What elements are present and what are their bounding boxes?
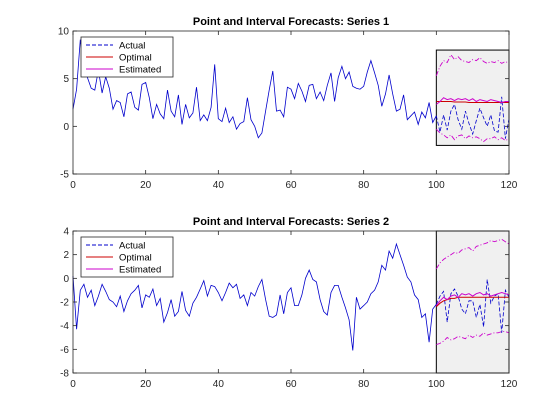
x-tick-label: 20	[140, 379, 152, 390]
series-line-estimated-bound	[435, 238, 510, 270]
series-line-estimated	[435, 97, 509, 105]
x-tick-label: 40	[213, 180, 225, 191]
y-tick-label: 4	[63, 227, 69, 238]
y-tick-label: -4	[60, 321, 69, 332]
series-line-actual-history	[72, 39, 437, 139]
x-tick-label: 60	[285, 180, 297, 191]
x-tick-label: 60	[285, 379, 297, 390]
x-tick-label: 20	[140, 180, 152, 191]
x-tick-label: 0	[70, 180, 76, 191]
y-tick-label: 2	[63, 250, 69, 261]
x-tick-label: 80	[358, 379, 370, 390]
chart-series-1: Point and Interval Forecasts: Series 1 0…	[58, 16, 518, 191]
legend-label: Estimated	[119, 265, 161, 276]
y-tick-label: -8	[60, 369, 69, 380]
series-line-estimated-bound	[436, 331, 510, 346]
series-line-estimated	[435, 291, 510, 306]
y-tick-label: -6	[60, 345, 69, 356]
x-tick-label: 120	[501, 379, 518, 390]
legend-label: Actual	[119, 41, 145, 52]
series-line-actual-forecast	[435, 96, 510, 139]
y-tick-label: -5	[60, 170, 69, 181]
x-tick-label: 0	[70, 379, 76, 390]
legend-label: Actual	[119, 241, 145, 252]
x-tick-label: 100	[428, 180, 445, 191]
legend-label: Optimal	[119, 53, 152, 64]
y-tick-label: 10	[58, 27, 70, 38]
x-tick-label: 80	[358, 180, 370, 191]
series-line-optimal	[436, 101, 509, 103]
x-tick-label: 100	[428, 379, 445, 390]
legend-label: Optimal	[119, 253, 152, 264]
chart-title: Point and Interval Forecasts: Series 1	[193, 16, 389, 28]
y-tick-label: -2	[60, 298, 69, 309]
series-line-estimated-bound	[435, 53, 510, 76]
y-tick-label: 0	[63, 274, 69, 285]
x-tick-label: 120	[501, 180, 518, 191]
y-tick-label: 0	[63, 122, 69, 133]
series-line-optimal	[435, 296, 509, 308]
chart-series-2: Point and Interval Forecasts: Series 2 0…	[60, 216, 518, 390]
y-tick-label: 5	[63, 74, 69, 85]
forecast-region	[435, 49, 510, 146]
series-line-actual-history	[72, 242, 437, 351]
x-tick-label: 40	[213, 379, 225, 390]
series-line-estimated-bound	[435, 128, 510, 143]
legend-label: Estimated	[119, 65, 161, 76]
chart-title: Point and Interval Forecasts: Series 2	[193, 216, 389, 228]
